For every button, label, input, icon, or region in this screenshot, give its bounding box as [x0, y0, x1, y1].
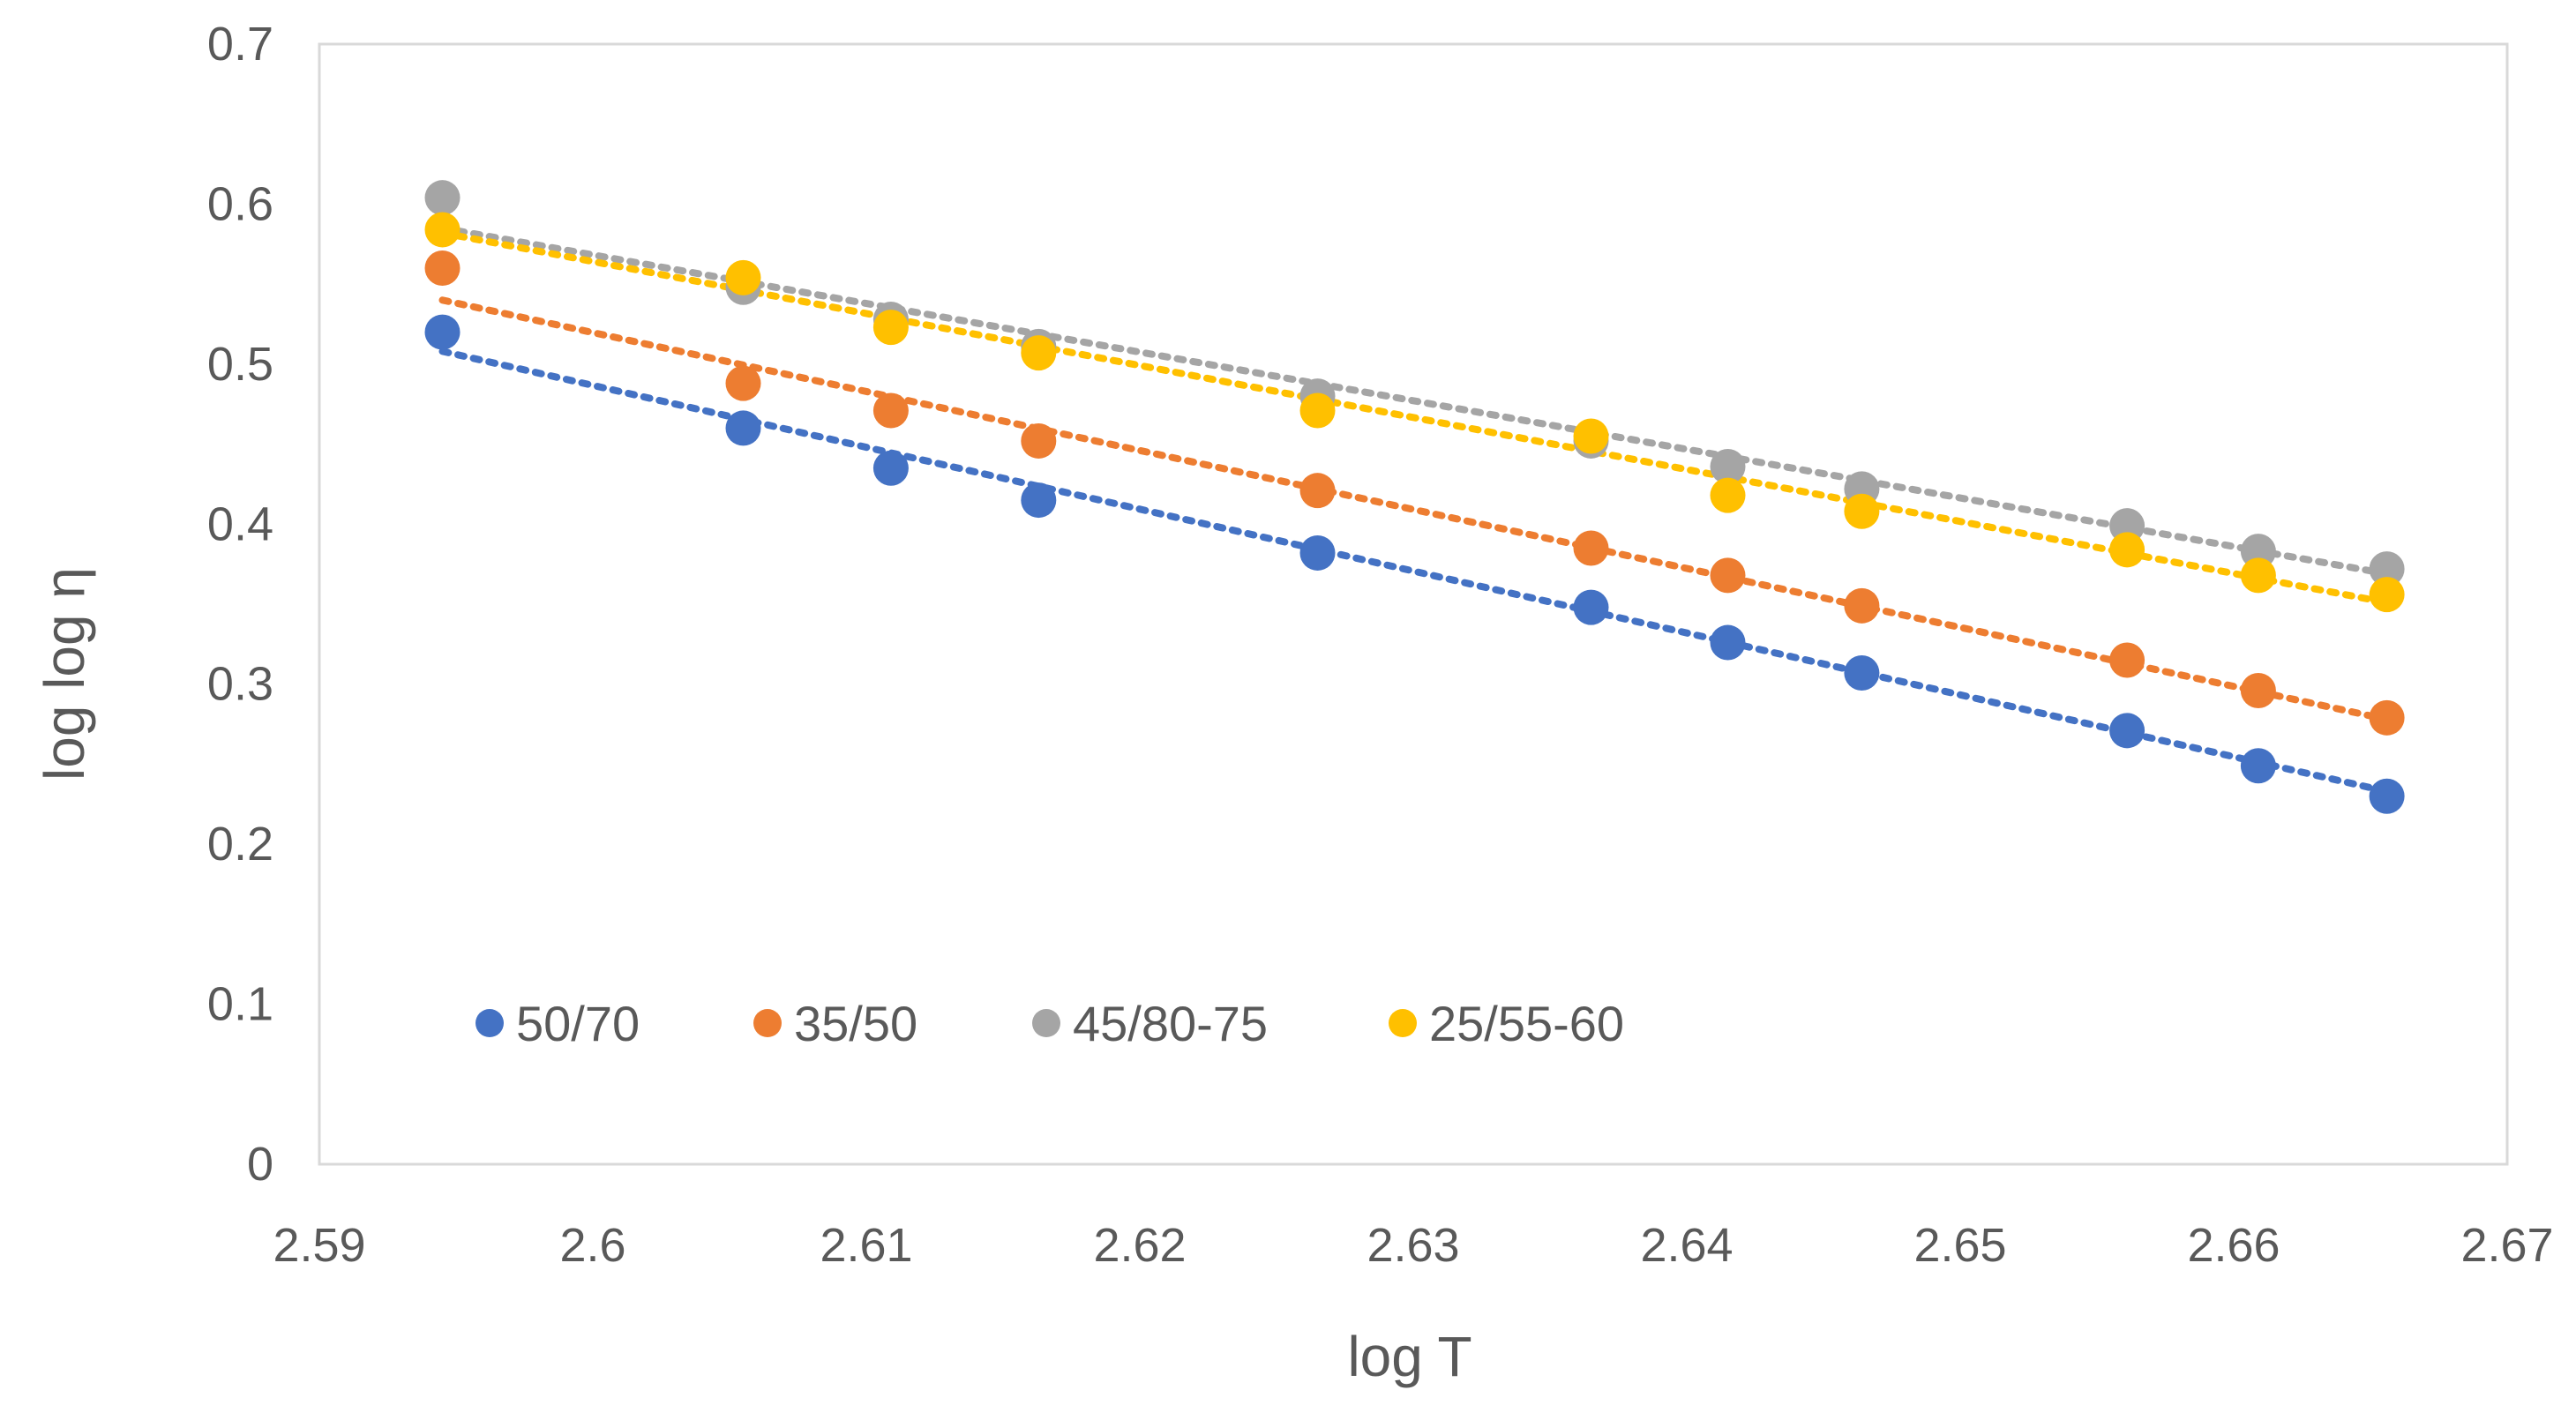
plot-area	[318, 42, 2509, 1166]
data-point-35/50	[1021, 422, 1057, 459]
data-point-50/70	[2240, 748, 2276, 784]
data-point-25/55-60	[1710, 477, 1746, 513]
trendline-25/55-60	[438, 229, 2391, 607]
data-point-35/50	[2240, 672, 2276, 708]
data-point-35/50	[2369, 699, 2405, 736]
data-points	[424, 180, 2405, 814]
y-tick-label: 0	[247, 1138, 273, 1191]
data-point-45/80-75	[2369, 551, 2405, 587]
x-tick-labels: 2.59 2.6 2.61 2.62 2.63 2.64 2.65 2.66 2.67	[273, 1219, 2553, 1272]
data-point-50/70	[2109, 713, 2145, 749]
x-tick-label: 2.6	[559, 1219, 625, 1272]
legend-marker-50/70	[476, 1009, 504, 1037]
plot-area-border	[318, 42, 2509, 1166]
data-point-25/55-60	[2369, 577, 2405, 613]
data-point-25/55-60	[1573, 418, 1609, 454]
data-point-35/50	[725, 365, 761, 401]
y-tick-label: 0.6	[207, 177, 273, 230]
data-point-25/55-60	[872, 310, 909, 346]
y-tick-label: 0.5	[207, 338, 273, 391]
legend-marker-45/80-75	[1032, 1009, 1060, 1037]
data-point-25/55-60	[1299, 392, 1336, 429]
data-point-25/55-60	[1021, 335, 1057, 371]
data-point-35/50	[1573, 530, 1609, 566]
data-point-45/80-75	[1710, 448, 1746, 484]
data-point-50/70	[424, 314, 461, 350]
trendline-50/70	[438, 348, 2391, 796]
legend: 50/70 35/50 45/80-75 25/55-60	[476, 996, 1624, 1051]
y-tick-labels: 0 0.1 0.2 0.3 0.4 0.5 0.6 0.7	[207, 18, 273, 1191]
trendline-35/50	[438, 296, 2391, 723]
y-tick-label: 0.7	[207, 18, 273, 71]
data-point-50/70	[1710, 624, 1746, 661]
y-tick-label: 0.1	[207, 978, 273, 1031]
x-tick-label: 2.67	[2460, 1219, 2553, 1272]
data-point-25/55-60	[2240, 557, 2276, 594]
data-point-25/55-60	[1844, 493, 1880, 529]
legend-label: 50/70	[516, 996, 640, 1051]
trendline-45/80-75	[438, 224, 2391, 578]
x-tick-label: 2.66	[2187, 1219, 2280, 1272]
data-point-50/70	[872, 450, 909, 486]
legend-label: 35/50	[794, 996, 917, 1051]
y-axis-title: log log η	[33, 567, 96, 781]
x-axis-title: log T	[1347, 1325, 1471, 1388]
data-point-35/50	[1710, 557, 1746, 594]
data-point-50/70	[1299, 534, 1336, 571]
legend-marker-25/55-60	[1389, 1009, 1417, 1037]
y-tick-label: 0.3	[207, 658, 273, 711]
data-point-25/55-60	[424, 212, 461, 248]
x-tick-label: 2.59	[273, 1219, 365, 1272]
data-point-25/55-60	[2109, 532, 2145, 568]
data-point-50/70	[725, 410, 761, 446]
data-point-35/50	[872, 392, 909, 429]
data-point-35/50	[1299, 473, 1336, 509]
legend-label: 45/80-75	[1073, 996, 1268, 1051]
data-point-50/70	[1021, 482, 1057, 519]
data-point-50/70	[1573, 589, 1609, 625]
data-point-35/50	[2109, 642, 2145, 678]
data-point-45/80-75	[424, 180, 461, 216]
x-tick-label: 2.62	[1093, 1219, 1186, 1272]
y-tick-label: 0.4	[207, 497, 273, 550]
data-point-50/70	[1844, 655, 1880, 691]
x-tick-label: 2.65	[1913, 1219, 2006, 1272]
x-tick-label: 2.64	[1640, 1219, 1733, 1272]
data-point-50/70	[2369, 778, 2405, 814]
data-point-25/55-60	[725, 259, 761, 295]
x-tick-label: 2.63	[1367, 1219, 1459, 1272]
x-tick-label: 2.61	[820, 1219, 912, 1272]
data-point-35/50	[424, 250, 461, 286]
trendlines	[438, 224, 2391, 796]
legend-marker-35/50	[753, 1009, 782, 1037]
y-tick-label: 0.2	[207, 818, 273, 871]
data-point-35/50	[1844, 587, 1880, 624]
legend-label: 25/55-60	[1429, 996, 1624, 1051]
